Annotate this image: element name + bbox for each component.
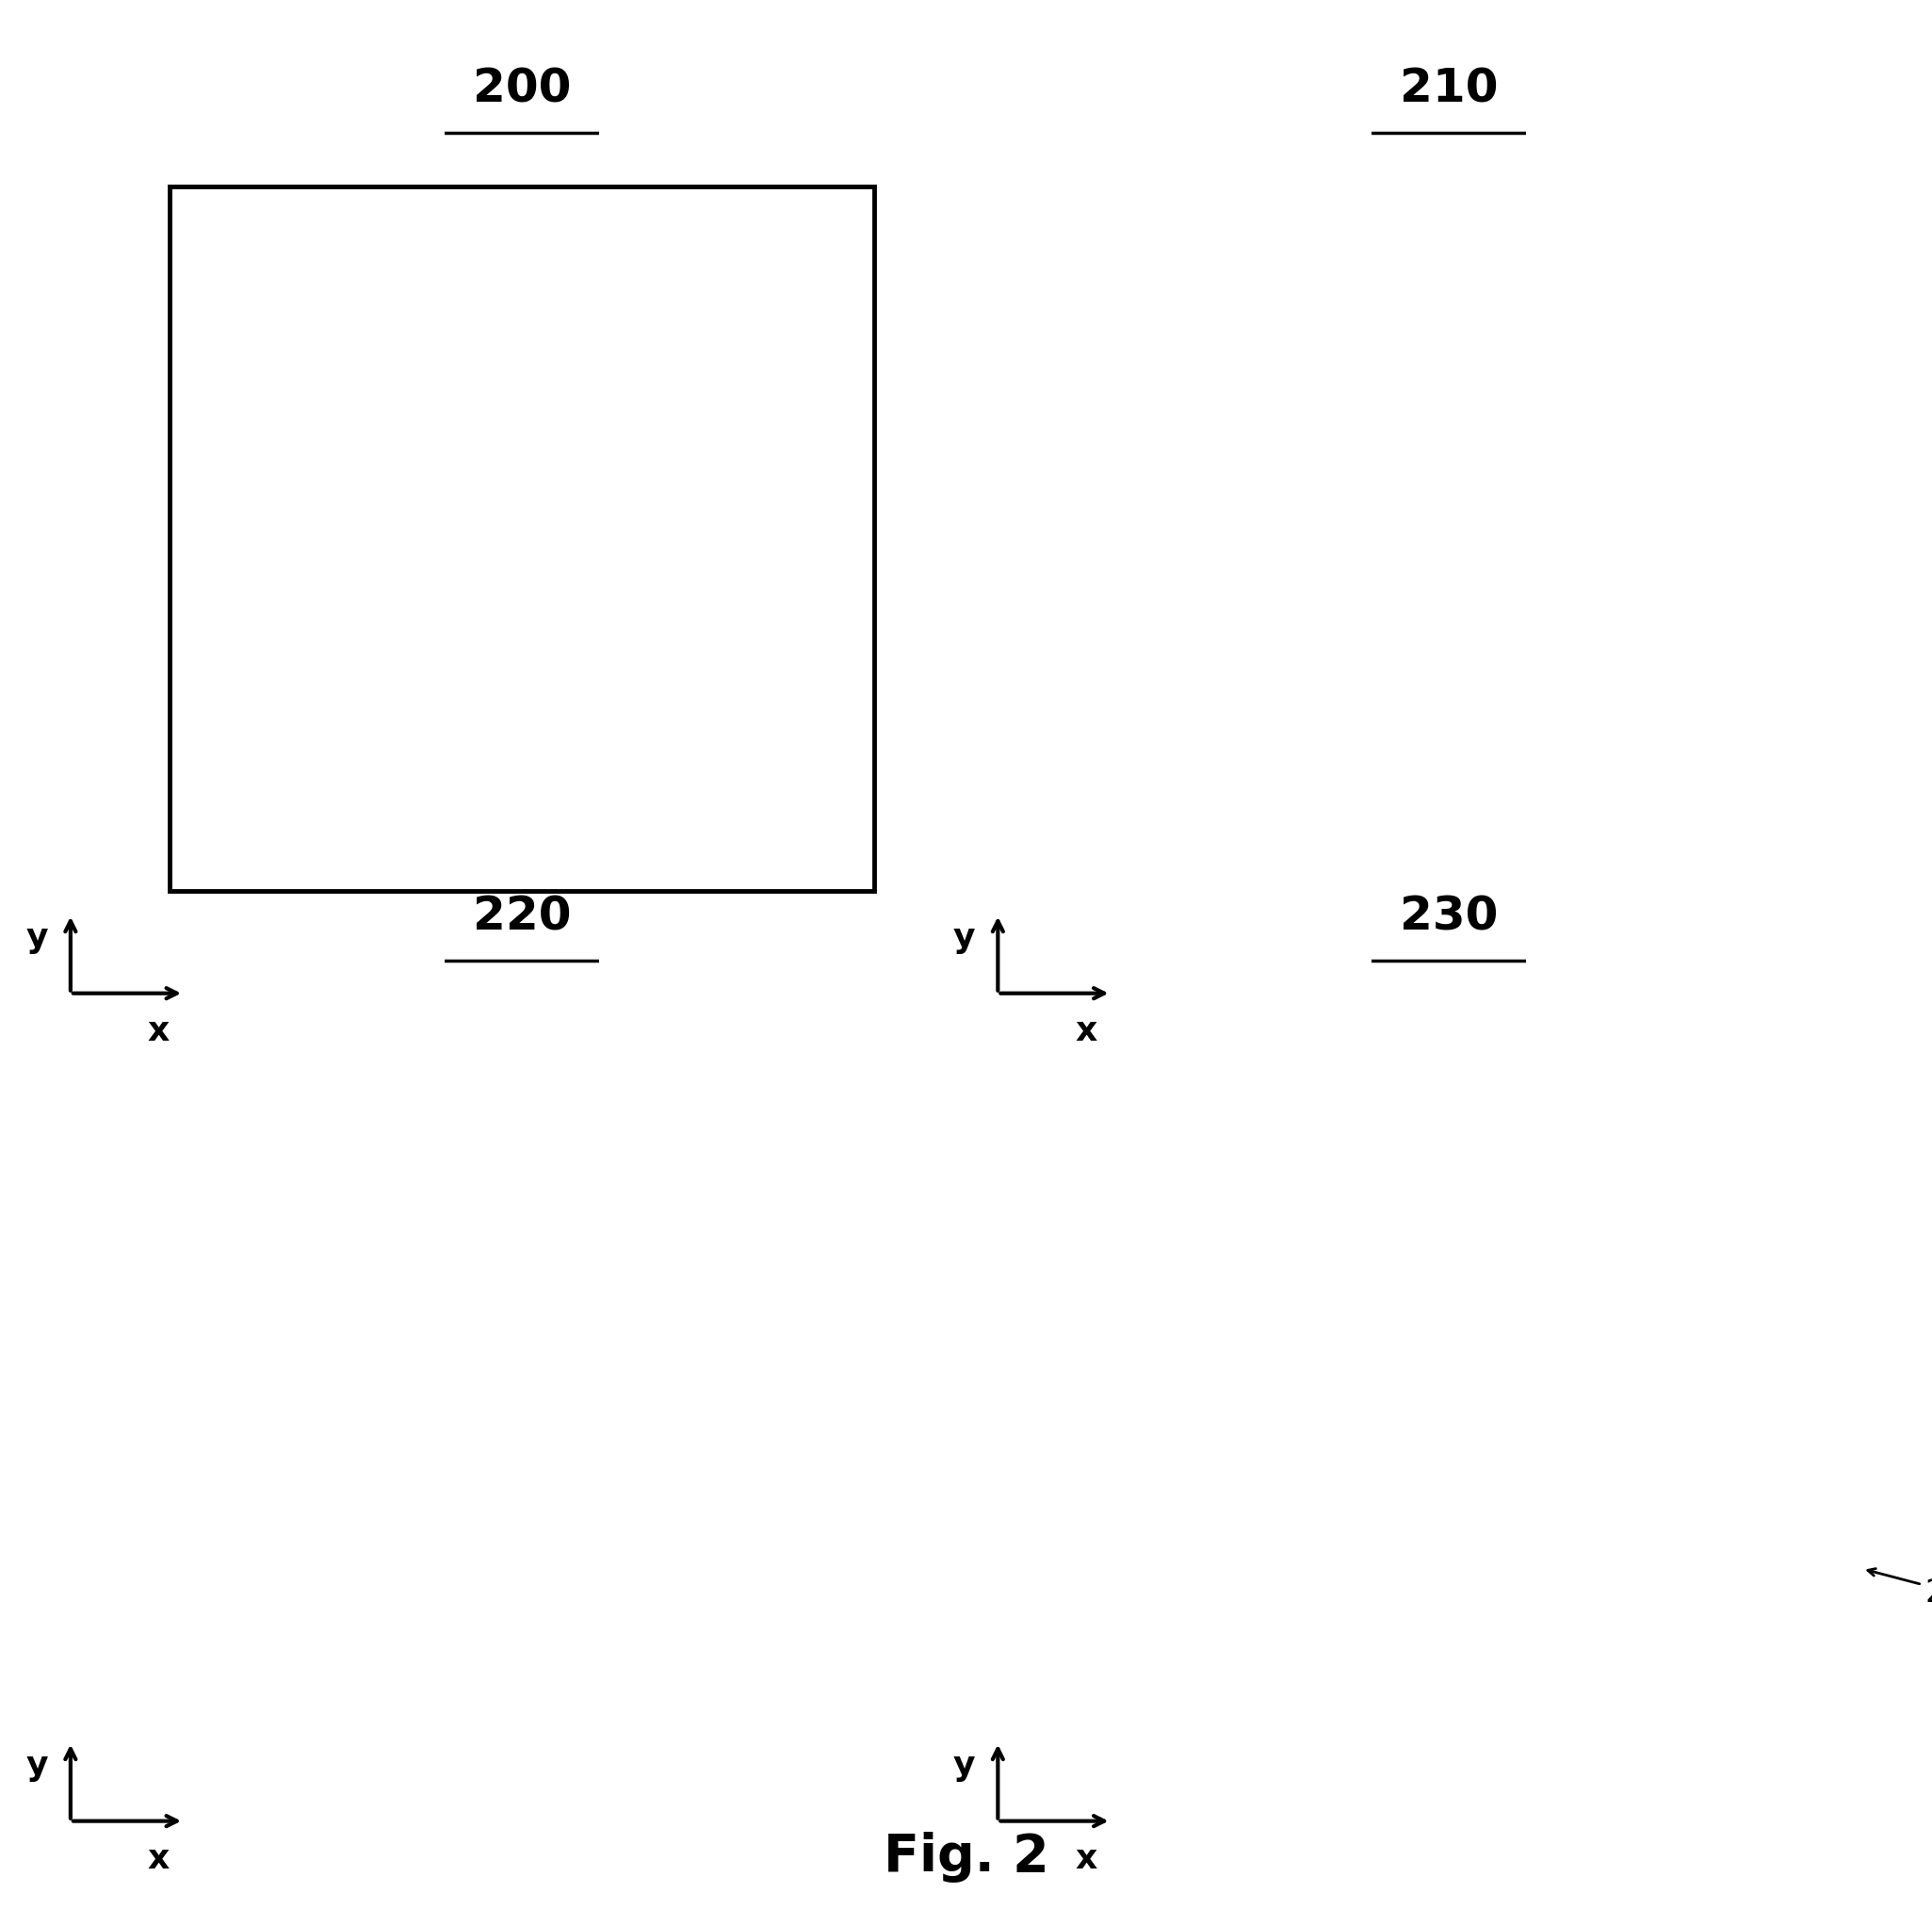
Text: 231: 231 bbox=[1868, 1569, 1932, 1609]
Text: x: x bbox=[147, 1842, 170, 1875]
Text: Fig. 2: Fig. 2 bbox=[883, 1833, 1049, 1883]
Text: y: y bbox=[952, 922, 976, 955]
Text: 220: 220 bbox=[473, 895, 570, 939]
Text: 230: 230 bbox=[1401, 895, 1497, 939]
Text: x: x bbox=[1074, 1842, 1097, 1875]
Text: y: y bbox=[25, 1750, 48, 1783]
Text: 200: 200 bbox=[473, 67, 570, 112]
Text: 210: 210 bbox=[1401, 67, 1497, 112]
Text: y: y bbox=[952, 1750, 976, 1783]
Text: x: x bbox=[1074, 1014, 1097, 1047]
Text: x: x bbox=[147, 1014, 170, 1047]
Text: y: y bbox=[25, 922, 48, 955]
